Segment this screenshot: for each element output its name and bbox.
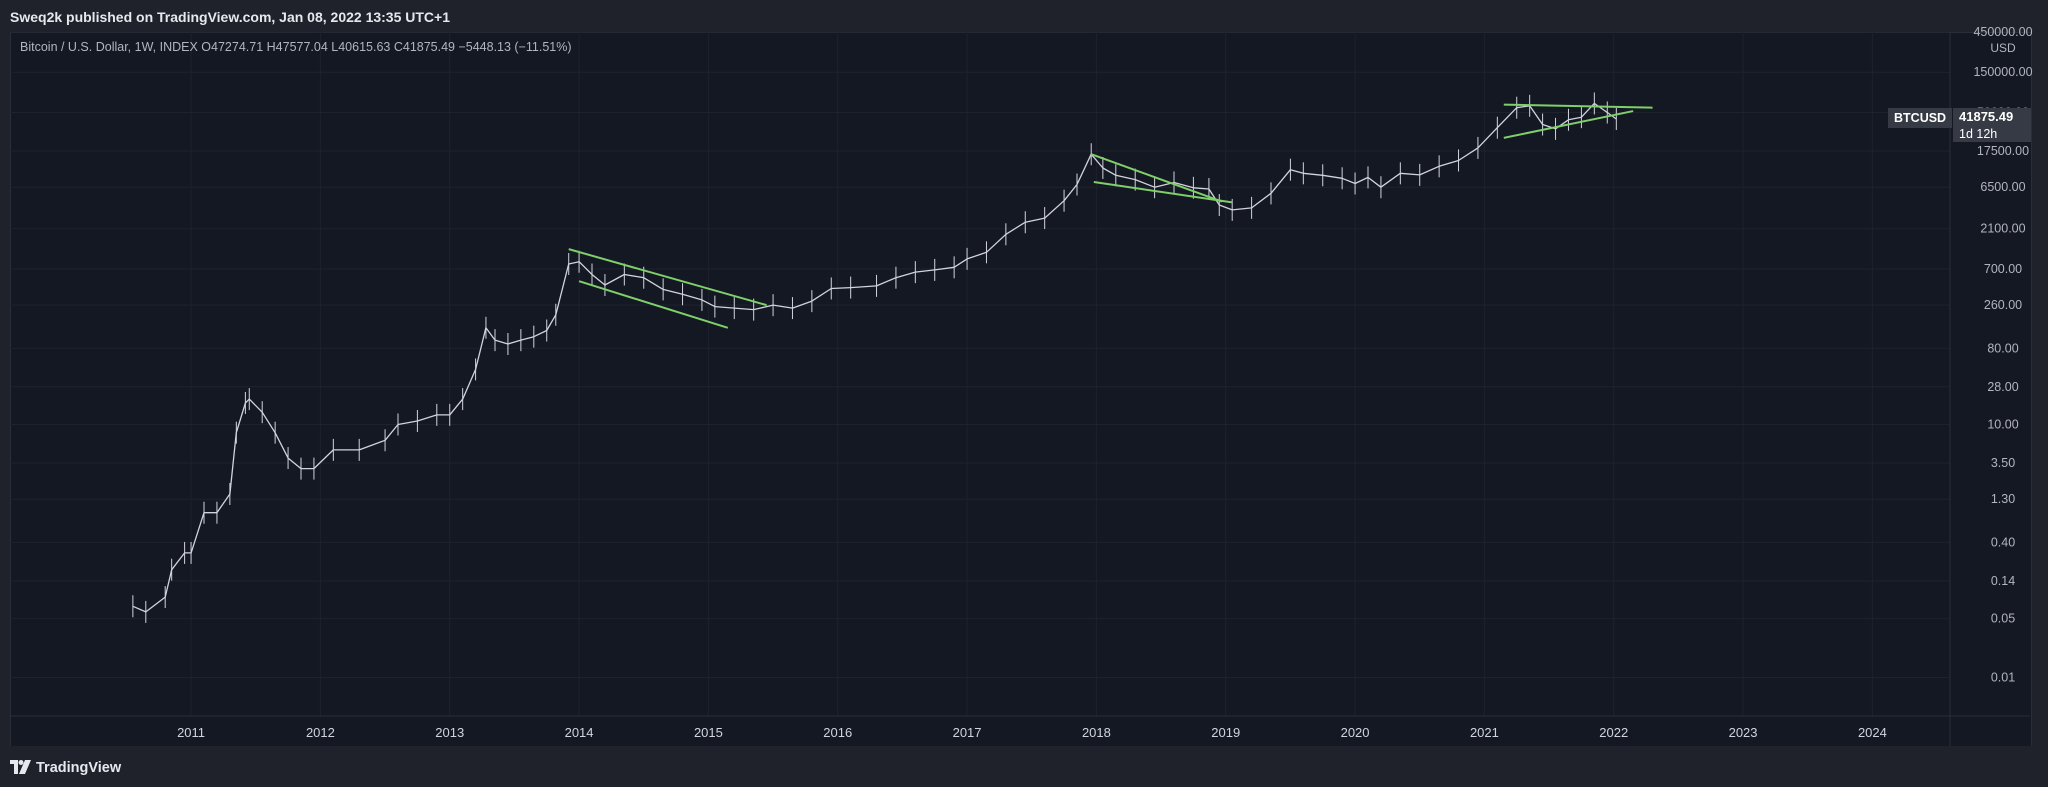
y-tick-label: 2100.00 — [1980, 222, 2025, 236]
y-tick-label: 700.00 — [1984, 262, 2022, 276]
x-tick-label: 2017 — [953, 725, 982, 740]
grid — [10, 31, 1950, 716]
y-tick-label: 10.00 — [1987, 417, 2018, 431]
y-tick-label: 150000.00 — [1973, 65, 2032, 79]
last-price-label: 41875.49 — [1953, 108, 2031, 126]
x-tick-label: 2018 — [1082, 725, 1111, 740]
y-tick-label: 17500.00 — [1977, 144, 2029, 158]
y-tick-label: 260.00 — [1984, 298, 2022, 312]
trendlines — [568, 103, 1653, 329]
y-tick-label: 1.30 — [1991, 492, 2015, 506]
price-line — [132, 102, 1617, 613]
bar-countdown: 1d 12h — [1953, 126, 2031, 142]
symbol-tag: BTCUSD — [1888, 108, 1953, 128]
footer — [0, 746, 2048, 787]
x-tick-label: 2015 — [694, 725, 723, 740]
time-scale[interactable]: 2011 2012 2013 2014 2015 2016 2017 2018 2019 2020… — [177, 725, 1887, 740]
trendline[interactable] — [1503, 110, 1634, 139]
trendline[interactable] — [1090, 153, 1223, 203]
x-tick-label: 2022 — [1599, 725, 1628, 740]
x-tick-label: 2016 — [823, 725, 852, 740]
y-tick-label: 28.00 — [1987, 380, 2018, 394]
x-tick-label: 2019 — [1211, 725, 1240, 740]
x-tick-label: 2012 — [306, 725, 335, 740]
x-tick-label: 2011 — [177, 725, 205, 740]
y-tick-label: 3.50 — [1991, 456, 2015, 470]
y-tick-label: 0.01 — [1991, 671, 2015, 685]
y-tick-label: 0.14 — [1991, 574, 2015, 588]
price-scale[interactable]: 450000.00150000.0050000.0017500.006500.0… — [1973, 25, 2032, 685]
trendline[interactable] — [578, 280, 729, 329]
currency-label: USD — [1990, 41, 2016, 55]
y-tick-label: 6500.00 — [1980, 180, 2025, 194]
x-tick-label: 2020 — [1341, 725, 1370, 740]
y-tick-label: 80.00 — [1987, 341, 2018, 355]
y-tick-label: 450000.00 — [1973, 25, 2032, 39]
trendline[interactable] — [1093, 180, 1233, 204]
y-tick-label: 0.05 — [1991, 612, 2015, 626]
x-tick-label: 2024 — [1858, 725, 1887, 740]
x-tick-label: 2023 — [1729, 725, 1758, 740]
tradingview-logo-icon[interactable] — [10, 760, 32, 774]
x-tick-label: 2013 — [435, 725, 464, 740]
top-bar: Sweq2k published on TradingView.com, Jan… — [0, 0, 2048, 32]
publish-info: Sweq2k published on TradingView.com, Jan… — [10, 9, 450, 25]
x-tick-label: 2014 — [565, 725, 594, 740]
x-tick-label: 2021 — [1470, 725, 1499, 740]
trendline[interactable] — [568, 248, 767, 307]
symbol-legend: Bitcoin / U.S. Dollar, 1W, INDEX O47274.… — [20, 40, 572, 54]
tradingview-brand[interactable]: TradingView — [36, 760, 122, 776]
price-series — [132, 92, 1617, 623]
y-tick-label: 0.40 — [1991, 535, 2015, 549]
trendline[interactable] — [1503, 103, 1653, 109]
